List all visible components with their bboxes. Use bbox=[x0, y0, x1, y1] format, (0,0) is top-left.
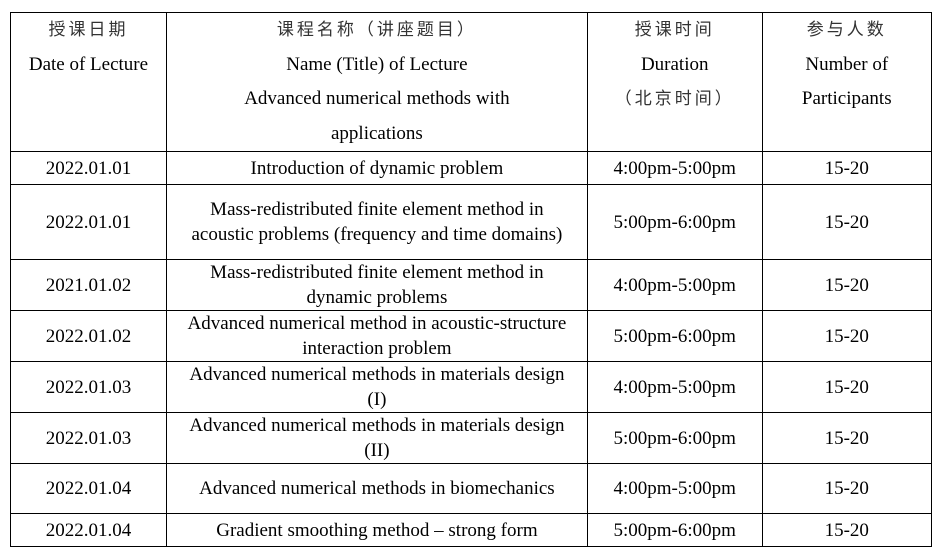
participants-cell: 15-20 bbox=[761, 310, 933, 362]
time-cell: 5:00pm-6:00pm bbox=[586, 310, 763, 362]
table-row: 2022.01.02 Advanced numerical method in a… bbox=[10, 310, 933, 362]
participants-cell: 15-20 bbox=[761, 184, 933, 260]
header-participants-en: Number of bbox=[805, 53, 889, 75]
date-cell: 2022.01.03 bbox=[10, 361, 167, 413]
time-cell: 5:00pm-6:00pm bbox=[586, 184, 763, 260]
header-course-2: applications bbox=[331, 122, 423, 144]
time-cell: 4:00pm-5:00pm bbox=[586, 361, 763, 413]
header-participants-cn: 参与人数 bbox=[806, 20, 887, 40]
title-cell: Gradient smoothing method – strong form bbox=[165, 513, 588, 547]
date-cell: 2022.01.04 bbox=[10, 463, 167, 514]
header-participants-en2: Participants bbox=[801, 88, 892, 109]
participants-cell: 15-20 bbox=[761, 412, 933, 464]
title-cell: Advanced numerical methods in materials … bbox=[165, 361, 588, 413]
header-participants: 参与人数 Number of Participants bbox=[761, 12, 933, 152]
table-row: 2022.01.03 Advanced numerical methods in … bbox=[10, 412, 933, 464]
time-cell: 5:00pm-6:00pm bbox=[586, 412, 763, 464]
header-row: 授课日期 Date of Lecture 课程名称（讲座题目） Name (Ti… bbox=[10, 12, 933, 152]
date-cell: 2022.01.04 bbox=[10, 513, 167, 547]
date-cell: 2022.01.03 bbox=[10, 412, 167, 464]
header-course: Advanced numerical methods with bbox=[244, 88, 510, 109]
title-cell: Advanced numerical methods in biomechani… bbox=[165, 463, 588, 514]
header-duration-cn: 授课时间 bbox=[634, 20, 715, 40]
table-row: 2022.01.04 Gradient smoothing method – st… bbox=[10, 513, 933, 547]
table-row: 2022.01.01 Introduction of dynamic proble… bbox=[10, 151, 933, 185]
participants-cell: 15-20 bbox=[761, 361, 933, 413]
title-cell: Advanced numerical method in acoustic-st… bbox=[165, 310, 588, 362]
header-duration: 授课时间 Duration （北京时间） bbox=[586, 12, 763, 152]
table-row: 2022.01.03 Advanced numerical methods in … bbox=[10, 361, 933, 413]
date-cell: 2022.01.02 bbox=[10, 310, 167, 362]
time-cell: 4:00pm-5:00pm bbox=[586, 463, 763, 514]
header-name-cn: 课程名称（讲座题目） bbox=[276, 20, 477, 40]
date-cell: 2021.01.02 bbox=[10, 259, 167, 311]
header-duration-note: （北京时间） bbox=[614, 89, 735, 109]
title-cell: Advanced numerical methods in materials … bbox=[165, 412, 588, 464]
time-cell: 4:00pm-5:00pm bbox=[586, 151, 763, 185]
participants-cell: 15-20 bbox=[761, 259, 933, 311]
participants-cell: 15-20 bbox=[761, 513, 933, 547]
participants-cell: 15-20 bbox=[761, 463, 933, 514]
header-date-en: Date of Lecture bbox=[28, 53, 149, 75]
header-name-en: Name (Title) of Lecture bbox=[286, 53, 468, 75]
table-row: 2021.01.02 Mass-redistributed finite elem… bbox=[10, 259, 933, 311]
header-duration-en: Duration bbox=[640, 53, 709, 75]
title-cell: Mass-redistributed finite element method… bbox=[165, 184, 588, 260]
header-date-cn: 授课日期 bbox=[48, 20, 129, 40]
time-cell: 4:00pm-5:00pm bbox=[586, 259, 763, 311]
participants-cell: 15-20 bbox=[761, 151, 933, 185]
table-row: 2022.01.04 Advanced numerical methods in … bbox=[10, 463, 933, 514]
date-cell: 2022.01.01 bbox=[10, 184, 167, 260]
header-date: 授课日期 Date of Lecture bbox=[10, 12, 167, 152]
date-cell: 2022.01.01 bbox=[10, 151, 167, 185]
title-cell: Mass-redistributed finite element method… bbox=[165, 259, 588, 311]
header-name: 课程名称（讲座题目） Name (Title) of Lecture Advan… bbox=[165, 12, 588, 152]
lecture-schedule-table: 授课日期 Date of Lecture 课程名称（讲座题目） Name (Ti… bbox=[10, 12, 933, 547]
time-cell: 5:00pm-6:00pm bbox=[586, 513, 763, 547]
table-row: 2022.01.01 Mass-redistributed finite elem… bbox=[10, 184, 933, 260]
title-cell: Introduction of dynamic problem bbox=[165, 151, 588, 185]
